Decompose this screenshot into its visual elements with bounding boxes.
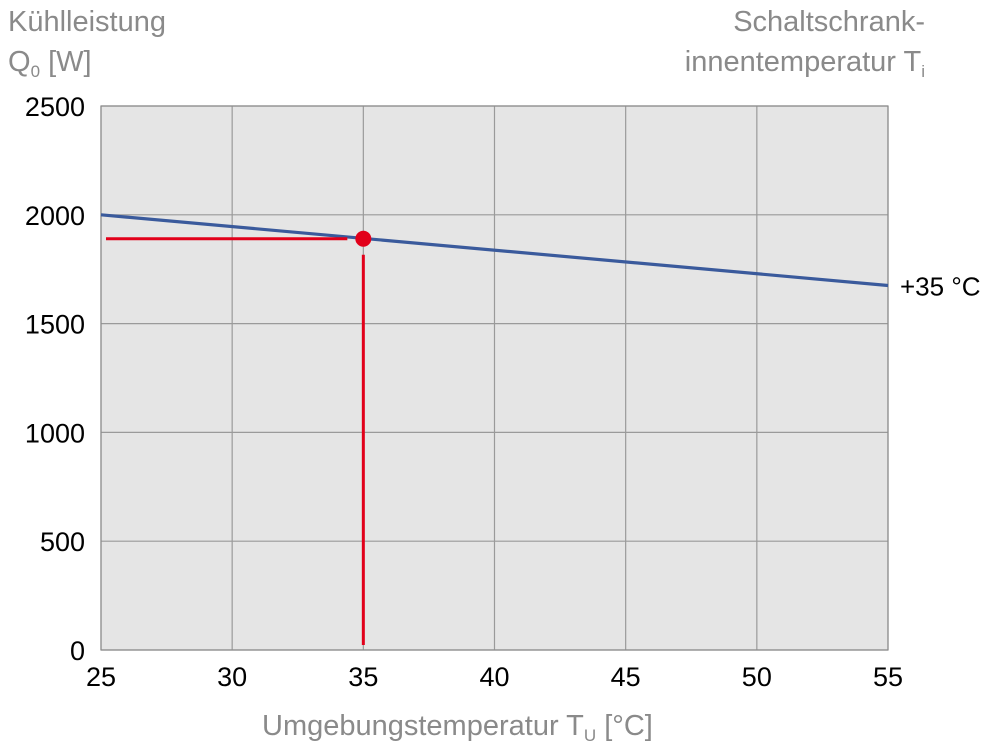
inner-temperature-subscript: i [921,62,925,81]
series-line [100,213,889,288]
operating-point-marker [355,230,372,247]
y-axis-unit-line: Q0 [W] [8,42,166,82]
y-tick-label: 1500 [25,310,85,340]
tick-labels: 25 30 35 40 45 50 55 0 500 1000 1500 2000 2500 [25,92,903,692]
inner-temperature-line1: Schaltschrank- [733,6,925,38]
x-axis-subscript: U [583,726,597,745]
y-axis-label: Kühlleistung Q0 [W] [8,2,166,82]
y-tick-label: 500 [40,527,85,557]
y-axis-symbol: Q [8,46,31,78]
y-tick-label: 2000 [25,201,85,231]
marker-layer [106,230,372,645]
x-axis-unit: [°C] [604,710,653,742]
series-label: +35 °C [900,272,981,302]
y-axis-unit: [W] [48,46,92,78]
x-tick-label: 45 [611,662,641,692]
y-tick-label: 0 [70,636,85,666]
y-tick-label: 2500 [25,92,85,122]
grid [100,105,889,651]
x-tick-label: 25 [86,662,116,692]
inner-temperature-line2: innentemperatur Ti [685,42,925,82]
y-axis-subscript: 0 [30,62,41,81]
series-layer: +35 °C [100,213,981,302]
inner-temperature-text: innentemperatur T [684,46,922,78]
inner-temperature-label: Schaltschrank- innentemperatur Ti [685,2,925,82]
y-axis-title: Kühlleistung [8,6,166,38]
x-axis-label: Umgebungstemperatur TU [°C] [262,706,653,746]
plot-border [100,105,889,651]
x-tick-label: 35 [348,662,378,692]
y-tick-label: 1000 [25,418,85,448]
x-tick-label: 40 [479,662,509,692]
x-tick-label: 55 [873,662,903,692]
x-axis-title: Umgebungstemperatur T [262,710,584,742]
x-tick-label: 50 [742,662,772,692]
x-tick-label: 30 [217,662,247,692]
